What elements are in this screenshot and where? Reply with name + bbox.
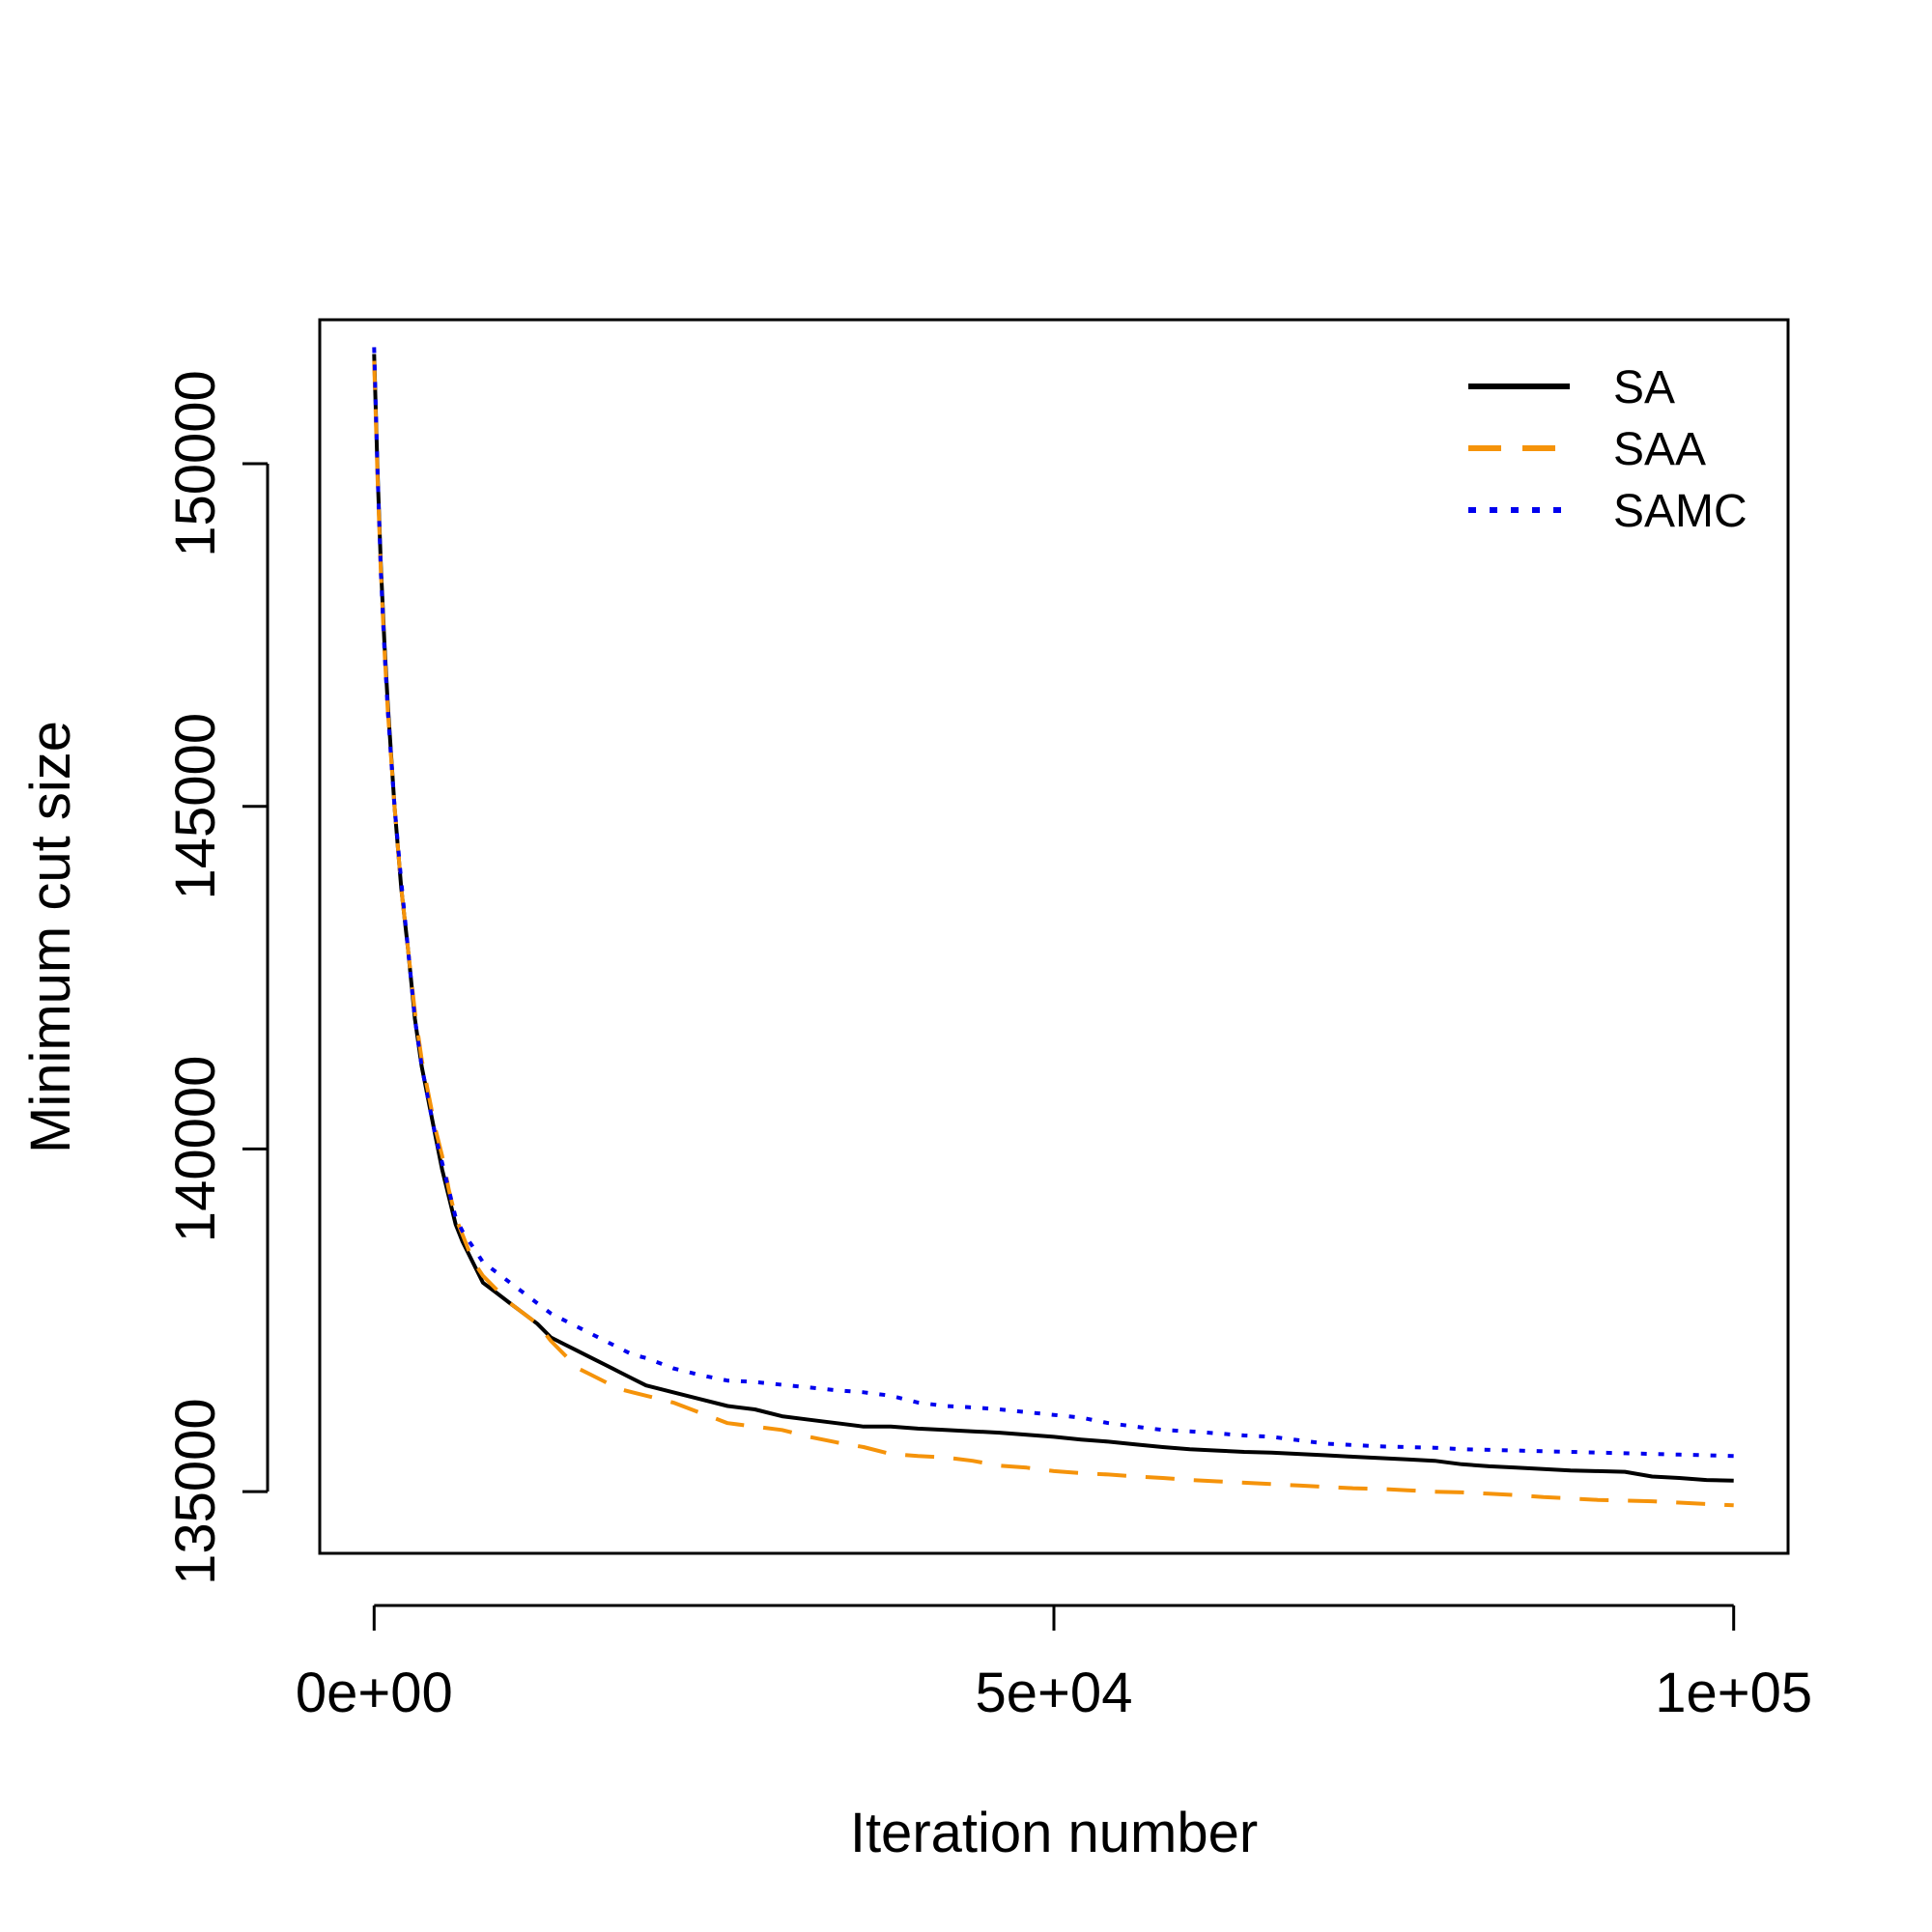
legend-label-saa: SAA: [1613, 424, 1706, 475]
y-tick-label: 140000: [164, 1056, 227, 1243]
series-line-sa: [372, 354, 1734, 1483]
x-axis-title: Iteration number: [850, 1802, 1258, 1864]
series-layer: [372, 347, 1734, 1508]
x-tick-label: 0e+00: [296, 1662, 453, 1724]
y-tick-label: 135000: [164, 1398, 227, 1585]
series-line-samc: [372, 347, 1734, 1459]
y-tick-label: 150000: [164, 370, 227, 557]
y-axis-title: Minimum cut size: [19, 721, 82, 1153]
y-axis: 135000 140000 145000 150000: [164, 370, 270, 1585]
legend-label-samc: SAMC: [1613, 486, 1747, 537]
x-tick-label: 1e+05: [1655, 1662, 1812, 1724]
y-tick-label: 145000: [164, 713, 227, 900]
legend: SA SAA SAMC: [1468, 362, 1747, 537]
plot-frame: [318, 318, 1790, 1555]
x-axis: 0e+00 5e+04 1e+05: [296, 1604, 1812, 1724]
series-line-saa: [372, 360, 1734, 1508]
x-tick-label: 5e+04: [976, 1662, 1133, 1724]
legend-label-sa: SA: [1613, 362, 1675, 413]
